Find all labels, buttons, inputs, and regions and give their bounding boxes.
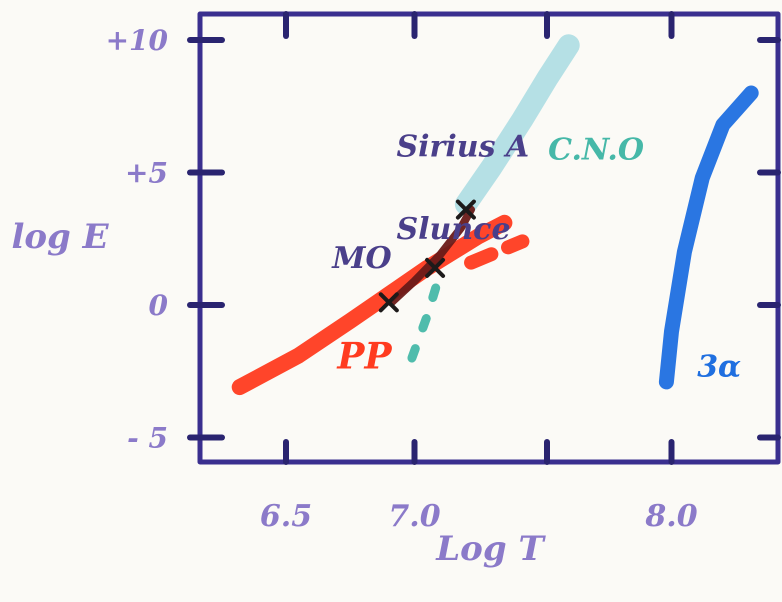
- y-tick-label: +10: [106, 24, 169, 57]
- marker-stroke: [455, 199, 476, 220]
- marker-cross: [455, 199, 476, 220]
- series-sun-track: [387, 205, 475, 307]
- y-axis-label: log E: [11, 217, 109, 257]
- series-3-: [658, 85, 759, 390]
- annotation: C.N.O: [548, 132, 644, 167]
- x-axis-label: Log T: [435, 529, 546, 569]
- series-cno-lower: [407, 268, 445, 363]
- plot-frame: [197, 11, 781, 465]
- y-tick-label: - 5: [127, 422, 168, 455]
- y-tick-label: +5: [125, 157, 168, 190]
- y-tick-label: 0: [149, 289, 169, 322]
- marker-stroke: [425, 257, 446, 278]
- series-cno: [454, 34, 580, 216]
- marker-cross: [378, 292, 399, 313]
- annotation: MO: [331, 241, 391, 276]
- annotation: Slunce: [397, 212, 511, 247]
- x-tick-label: 7.0: [388, 499, 440, 534]
- series-pp-extension: [464, 234, 530, 270]
- annotation: 3α: [697, 350, 741, 385]
- x-tick-label: 6.5: [260, 499, 312, 534]
- marker-cross: [425, 257, 446, 278]
- x-tick-label: 8.0: [644, 499, 697, 534]
- marker-stroke: [378, 292, 399, 313]
- annotation: Sirius A: [397, 130, 530, 165]
- annotation: PP: [336, 336, 392, 378]
